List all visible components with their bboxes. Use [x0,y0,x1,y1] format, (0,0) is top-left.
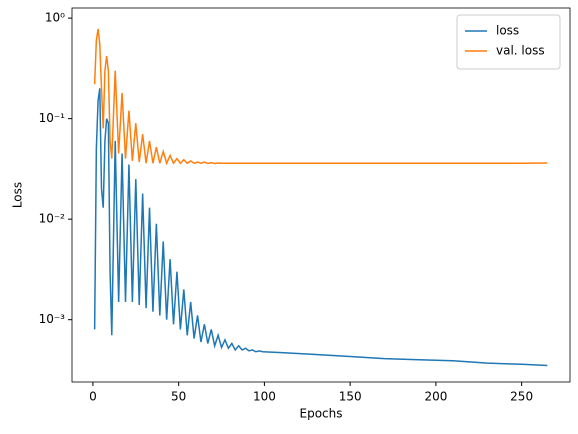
x-tick-label: 100 [253,390,276,404]
x-tick-label: 250 [510,390,533,404]
y-tick-label: 10⁻¹ [39,111,66,125]
y-tick-label: 10⁻² [39,212,66,226]
x-tick-label: 0 [89,390,97,404]
series-line [93,28,548,166]
x-tick-label: 200 [424,390,447,404]
legend-label: loss [496,24,519,38]
legend-label: val. loss [496,44,545,58]
y-tick-label: 10⁰ [45,11,65,25]
series-line [93,88,548,367]
x-axis-label: Epochs [300,407,343,421]
legend-box [456,14,561,70]
x-tick-label: 150 [339,390,362,404]
axes-frame [71,7,571,383]
y-tick-label: 10⁻³ [39,312,66,326]
y-axis-label: Loss [11,182,25,208]
x-tick-label: 50 [171,390,186,404]
